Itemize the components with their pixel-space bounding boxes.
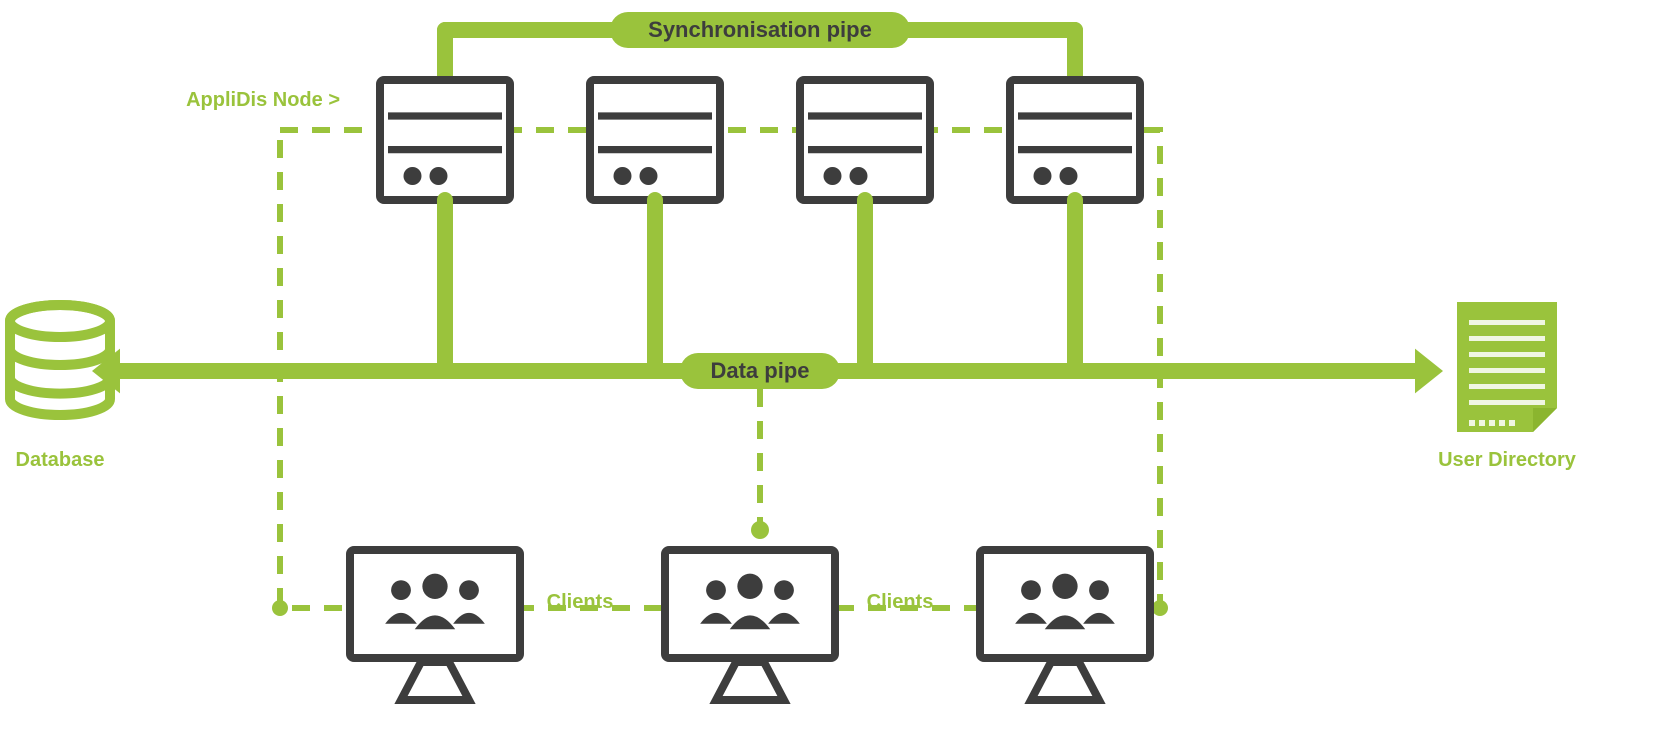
server-node [380,80,510,200]
user-directory-label: User Directory [1438,449,1577,471]
data-pipe-label: Data pipe [710,358,809,383]
user-directory-icon [1457,302,1557,440]
client-node [665,550,835,700]
client-node [350,550,520,700]
clients-label: Clients [547,591,614,613]
applidis-node-label: AppliDis Node > [186,89,340,111]
database-label: Database [16,449,105,471]
sync-pipe-label: Synchronisation pipe [648,17,872,42]
server-node [590,80,720,200]
client-node [980,550,1150,700]
arrow-right-icon [1415,349,1443,394]
clients-label: Clients [867,591,934,613]
server-node [800,80,930,200]
server-node [1010,80,1140,200]
database-icon [10,305,110,415]
